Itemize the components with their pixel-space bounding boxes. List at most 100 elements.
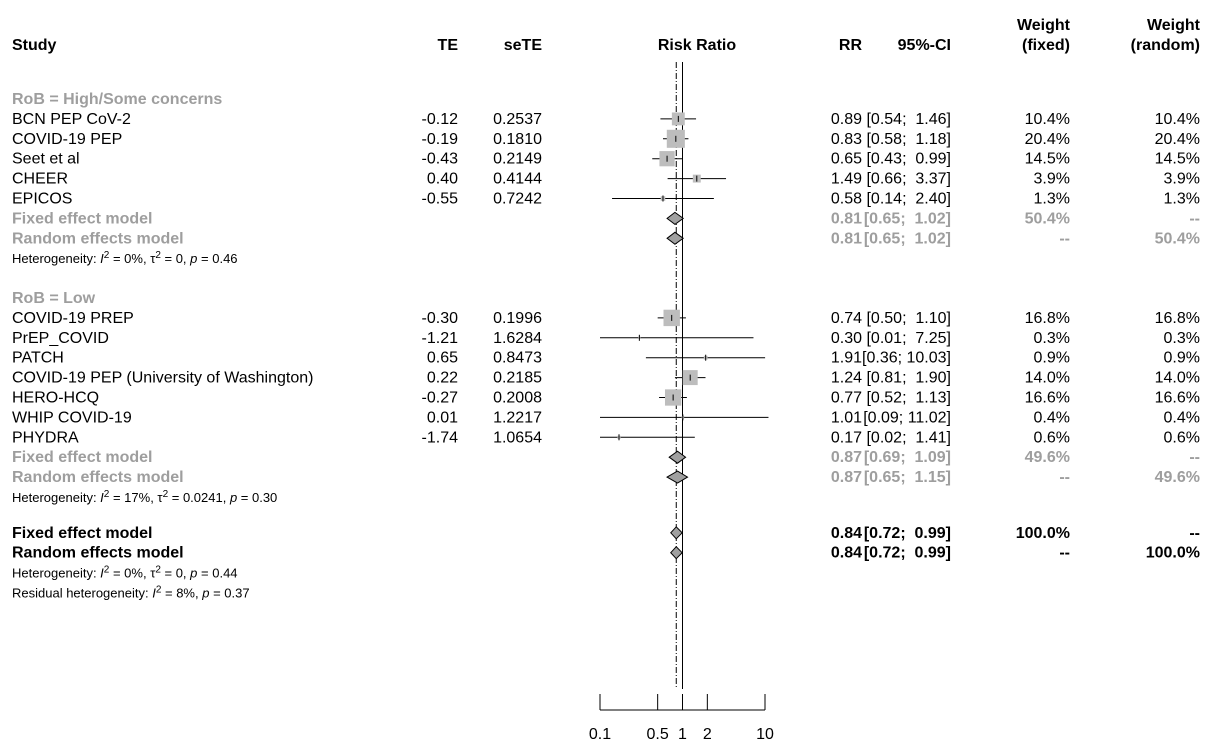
subgroup-random-model-weight-random: 50.4% — [1155, 230, 1200, 247]
study-ci: [0.36; 10.03] — [862, 350, 951, 367]
overall-random-model-ci: [0.72; 0.99] — [864, 545, 951, 562]
study-rr: 0.17 — [831, 429, 862, 446]
subgroup-random-model-weight-fixed: -- — [1059, 469, 1070, 486]
study-rr: 0.58 — [831, 191, 862, 208]
study-name: HERO-HCQ — [12, 390, 99, 407]
study-te: 0.40 — [427, 171, 458, 188]
study-rr: 0.83 — [831, 131, 862, 148]
study-sete: 0.2149 — [493, 151, 542, 168]
study-ci: [0.43; 0.99] — [866, 151, 951, 168]
study-name: WHIP COVID-19 — [12, 409, 132, 426]
header-weight-random-1: Weight — [1147, 17, 1201, 34]
summary-diamond — [666, 211, 685, 226]
study-te: -0.43 — [422, 151, 459, 168]
study-name: BCN PEP CoV-2 — [12, 111, 131, 128]
study-name: PrEP_COVID — [12, 330, 109, 347]
study-weight-fixed: 14.0% — [1025, 370, 1070, 387]
x-axis-tick-label: 10 — [756, 726, 774, 743]
study-weight-random: 0.9% — [1164, 350, 1200, 367]
subgroup-fixed-model-weight-random: -- — [1189, 210, 1200, 227]
study-name: PHYDRA — [12, 429, 79, 446]
header-weight-fixed-2: (fixed) — [1022, 37, 1070, 54]
overall-fixed-model-ci: [0.72; 0.99] — [864, 525, 951, 542]
study-ci: [0.09; 11.02] — [863, 409, 951, 426]
summary-diamond — [666, 231, 685, 245]
study-rr: 1.91 — [831, 350, 862, 367]
study-sete: 1.2217 — [493, 409, 542, 426]
study-ci: [0.52; 1.13] — [866, 390, 951, 407]
study-rr: 1.49 — [831, 171, 862, 188]
overall-fixed-model-weight-fixed: 100.0% — [1016, 525, 1070, 542]
study-ci: [0.01; 7.25] — [866, 330, 951, 347]
subgroup-random-model-rr: 0.81 — [831, 230, 862, 247]
study-sete: 1.6284 — [493, 330, 542, 347]
study-te: -1.21 — [422, 330, 459, 347]
study-rr: 0.89 — [831, 111, 862, 128]
header-ci: 95%-CI — [898, 37, 951, 54]
study-te: -0.27 — [422, 390, 459, 407]
study-weight-random: 1.3% — [1164, 191, 1200, 208]
study-ci: [0.66; 3.37] — [866, 171, 951, 188]
study-weight-random: 3.9% — [1164, 171, 1200, 188]
study-te: 0.65 — [427, 350, 458, 367]
study-weight-fixed: 0.4% — [1034, 409, 1070, 426]
study-weight-fixed: 0.6% — [1034, 429, 1070, 446]
x-axis-tick-label: 0.1 — [589, 726, 611, 743]
study-weight-fixed: 0.3% — [1034, 330, 1070, 347]
subgroup-heterogeneity: Heterogeneity: I2 = 17%, τ2 = 0.0241, p … — [12, 489, 277, 505]
overall-heterogeneity: Heterogeneity: I2 = 0%, τ2 = 0, p = 0.44 — [12, 565, 238, 581]
overall-random-model-label: Random effects model — [12, 545, 184, 562]
x-axis-tick-label: 2 — [703, 726, 712, 743]
study-te: -1.74 — [422, 429, 459, 446]
study-ci: [0.02; 1.41] — [866, 429, 951, 446]
subgroup-fixed-model-weight-random: -- — [1189, 449, 1200, 466]
study-name: COVID-19 PEP (University of Washington) — [12, 370, 313, 387]
study-te: -0.19 — [422, 131, 459, 148]
study-weight-random: 0.3% — [1164, 330, 1200, 347]
study-weight-random: 14.0% — [1155, 370, 1200, 387]
study-rr: 1.01 — [831, 409, 862, 426]
study-rr: 0.77 — [831, 390, 862, 407]
study-weight-fixed: 0.9% — [1034, 350, 1070, 367]
study-weight-random: 14.5% — [1155, 151, 1200, 168]
study-weight-fixed: 3.9% — [1034, 171, 1070, 188]
subgroup-random-model-ci: [0.65; 1.02] — [864, 230, 951, 247]
study-sete: 0.7242 — [493, 191, 542, 208]
summary-diamond — [668, 450, 687, 464]
header-rr: RR — [839, 37, 863, 54]
subgroup-fixed-model-ci: [0.65; 1.02] — [864, 210, 951, 227]
study-sete: 1.0654 — [493, 429, 542, 446]
subgroup-fixed-model-weight-fixed: 49.6% — [1025, 449, 1070, 466]
x-axis-tick-label: 0.5 — [647, 726, 669, 743]
study-te: 0.01 — [427, 409, 458, 426]
subgroup-label: RoB = Low — [12, 290, 96, 307]
subgroup-fixed-model-label: Fixed effect model — [12, 449, 152, 466]
study-name: PATCH — [12, 350, 64, 367]
study-weight-fixed: 16.6% — [1025, 390, 1070, 407]
study-weight-fixed: 10.4% — [1025, 111, 1070, 128]
subgroup-label: RoB = High/Some concerns — [12, 91, 222, 108]
subgroup-heterogeneity: Heterogeneity: I2 = 0%, τ2 = 0, p = 0.46 — [12, 250, 238, 266]
study-name: COVID-19 PEP — [12, 131, 122, 148]
overall-fixed-model-weight-random: -- — [1189, 525, 1200, 542]
study-weight-random: 16.6% — [1155, 390, 1200, 407]
study-weight-random: 0.4% — [1164, 409, 1200, 426]
study-sete: 0.8473 — [493, 350, 542, 367]
x-axis-tick-label: 1 — [678, 726, 687, 743]
study-sete: 0.1810 — [493, 131, 542, 148]
study-sete: 0.2008 — [493, 390, 542, 407]
subgroup-fixed-model-ci: [0.69; 1.09] — [864, 449, 951, 466]
header-weight-fixed-1: Weight — [1017, 17, 1071, 34]
overall-random-model-weight-random: 100.0% — [1146, 545, 1200, 562]
subgroup-random-model-ci: [0.65; 1.15] — [864, 469, 951, 486]
overall-random-model-rr: 0.84 — [831, 545, 862, 562]
study-ci: [0.54; 1.46] — [866, 111, 951, 128]
study-weight-fixed: 16.8% — [1025, 310, 1070, 327]
subgroup-random-model-rr: 0.87 — [831, 469, 862, 486]
study-te: -0.55 — [422, 191, 459, 208]
subgroup-random-model-label: Random effects model — [12, 230, 184, 247]
study-sete: 0.4144 — [493, 171, 542, 188]
study-weight-random: 20.4% — [1155, 131, 1200, 148]
study-weight-random: 0.6% — [1164, 429, 1200, 446]
subgroup-fixed-model-weight-fixed: 50.4% — [1025, 210, 1070, 227]
